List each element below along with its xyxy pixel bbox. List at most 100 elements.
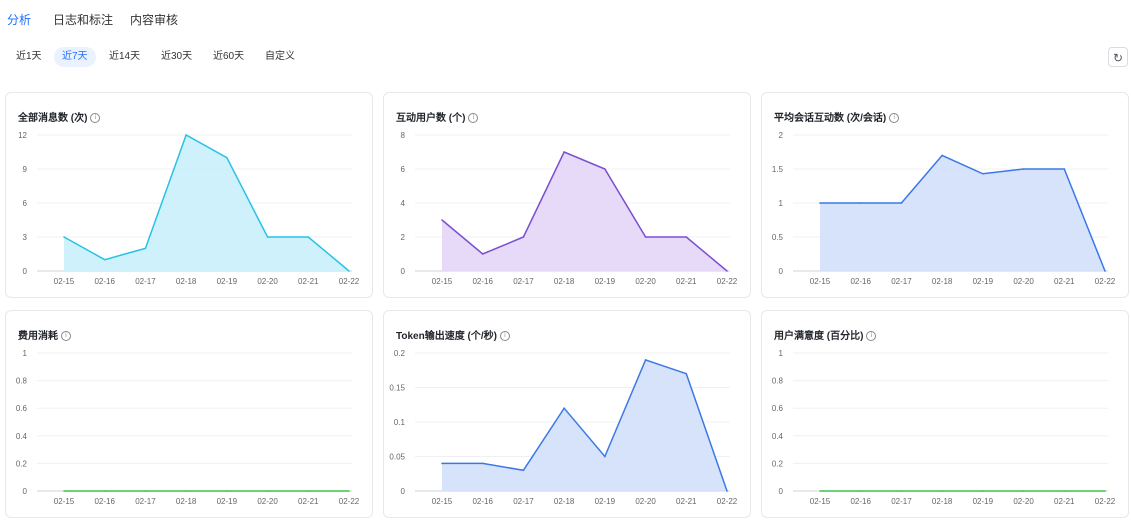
data-point [685, 236, 688, 238]
y-tick-label: 0 [23, 267, 28, 276]
info-icon[interactable]: i [61, 331, 71, 342]
info-icon[interactable]: i [499, 331, 510, 342]
series-area [442, 359, 727, 491]
range-14-days[interactable]: 近14天 [109, 51, 141, 62]
x-tick-label: 02-19 [217, 497, 238, 506]
y-tick-label: 0.1 [394, 418, 406, 427]
data-point [982, 172, 984, 175]
data-point [859, 490, 862, 492]
tab-logs-annotations[interactable]: 日志和标注 [53, 13, 114, 27]
data-point [441, 219, 443, 221]
x-tick-label: 02-20 [1013, 277, 1034, 286]
x-tick-label: 02-18 [554, 277, 575, 286]
x-tick-label: 02-20 [257, 497, 278, 506]
x-tick-label: 02-17 [513, 497, 534, 506]
x-tick-label: 02-19 [595, 277, 616, 286]
info-icon[interactable]: i [468, 113, 479, 124]
series-area [442, 152, 727, 271]
range-60-days[interactable]: 近60天 [213, 51, 245, 62]
y-tick-label: 0.6 [772, 404, 784, 413]
chart-title: 用户满意度 (百分比) i [774, 327, 877, 342]
y-tick-label: 4 [401, 199, 406, 208]
y-tick-label: 0.15 [389, 384, 405, 393]
x-tick-label: 02-16 [94, 497, 115, 506]
x-tick-label: 02-22 [717, 277, 738, 286]
y-tick-label: 0 [779, 267, 784, 276]
range-30-days[interactable]: 近30天 [161, 51, 193, 62]
x-tick-label: 02-17 [135, 277, 156, 286]
x-tick-label: 02-18 [932, 277, 953, 286]
chart-title: 费用消耗 i [18, 327, 71, 342]
x-tick-label: 02-21 [1054, 497, 1075, 506]
chart-avg-session-interactions: 0 0.5 1 1.5 2 02-15 02-16 02-17 02-18 02-19 02-20 0… [772, 131, 1116, 286]
chart-title: 平均会话互动数 (次/会话) i [774, 109, 900, 124]
y-tick-label: 2 [779, 131, 784, 140]
y-tick-label: 6 [401, 165, 406, 174]
y-tick-label: 9 [23, 165, 28, 174]
data-point [941, 490, 943, 492]
data-point [604, 168, 606, 170]
x-tick-label: 02-19 [595, 497, 616, 506]
chart-token-speed: 0 0.05 0.1 0.15 0.2 02-15 02-16 02-17 02-18 02-19… [389, 349, 738, 506]
x-tick-label: 02-18 [554, 497, 575, 506]
y-tick-label: 8 [401, 131, 406, 140]
y-tick-label: 0.8 [16, 377, 28, 386]
x-tick-label: 02-15 [810, 277, 831, 286]
x-tick-label: 02-20 [635, 277, 656, 286]
data-point [226, 490, 228, 492]
data-point [185, 490, 187, 492]
y-tick-label: 12 [18, 131, 27, 140]
x-tick-label: 02-17 [513, 277, 534, 286]
data-point [522, 469, 525, 472]
tab-analysis[interactable]: 分析 [7, 13, 32, 27]
series-line [820, 154, 1106, 272]
range-7-days[interactable]: 近7天 [54, 47, 96, 67]
range-1-day[interactable]: 近1天 [16, 51, 42, 62]
data-point [63, 490, 65, 492]
chart-card-interactive-users: 互动用户数 (个) i 0 2 4 6 8 02-15 02-16 02-17 02-18 02-1… [383, 92, 751, 298]
chart-title: 互动用户数 (个) i [396, 109, 479, 124]
x-tick-label: 02-22 [1095, 277, 1116, 286]
chart-title: 全部消息数 (次) i [18, 109, 101, 124]
x-tick-label: 02-18 [932, 497, 953, 506]
chart-card-token-speed: Token输出速度 (个/秒) i 0 0.05 0.1 0.15 0.2 02-15 02-… [383, 310, 751, 518]
x-tick-label: 02-15 [810, 497, 831, 506]
x-tick-label: 02-16 [94, 277, 115, 286]
info-icon[interactable]: i [889, 113, 900, 124]
x-tick-label: 02-20 [635, 497, 656, 506]
data-point [900, 202, 903, 204]
data-point [1104, 490, 1106, 492]
x-tick-label: 02-21 [676, 277, 697, 286]
x-tick-label: 02-15 [432, 277, 453, 286]
info-icon[interactable]: i [866, 331, 877, 342]
data-point [1022, 168, 1025, 170]
x-tick-label: 02-18 [176, 277, 197, 286]
x-tick-label: 02-22 [717, 497, 738, 506]
data-point [685, 372, 688, 375]
tab-content-review[interactable]: 内容审核 [130, 13, 179, 27]
data-point [307, 236, 310, 238]
x-tick-label: 02-15 [54, 497, 75, 506]
y-tick-label: 1.5 [772, 165, 784, 174]
range-custom[interactable]: 自定义 [265, 51, 295, 62]
info-icon[interactable]: i [90, 113, 101, 124]
chart-total-messages: 0 3 6 9 12 02-15 02-16 02-17 02-18 02-19 02-20 02-2… [18, 131, 360, 286]
x-tick-label: 02-16 [850, 277, 871, 286]
y-tick-label: 0.8 [772, 377, 784, 386]
data-point [726, 490, 728, 492]
chart-cost: 0 0.2 0.4 0.6 0.8 1 02-15 02-16 02-17 02-18 02-19 0… [16, 349, 360, 506]
data-point [481, 253, 484, 255]
x-tick-label: 02-16 [472, 497, 493, 506]
y-tick-label: 3 [23, 233, 28, 242]
refresh-button[interactable]: ↻ [1108, 47, 1128, 67]
x-tick-label: 02-16 [850, 497, 871, 506]
series-line [442, 358, 728, 492]
refresh-icon: ↻ [1112, 51, 1124, 65]
data-point [63, 236, 65, 238]
data-point [726, 270, 728, 272]
y-tick-label: 0.4 [772, 432, 784, 441]
data-point [481, 462, 484, 465]
x-tick-label: 02-21 [298, 277, 319, 286]
x-tick-label: 02-15 [432, 497, 453, 506]
x-tick-label: 02-20 [257, 277, 278, 286]
